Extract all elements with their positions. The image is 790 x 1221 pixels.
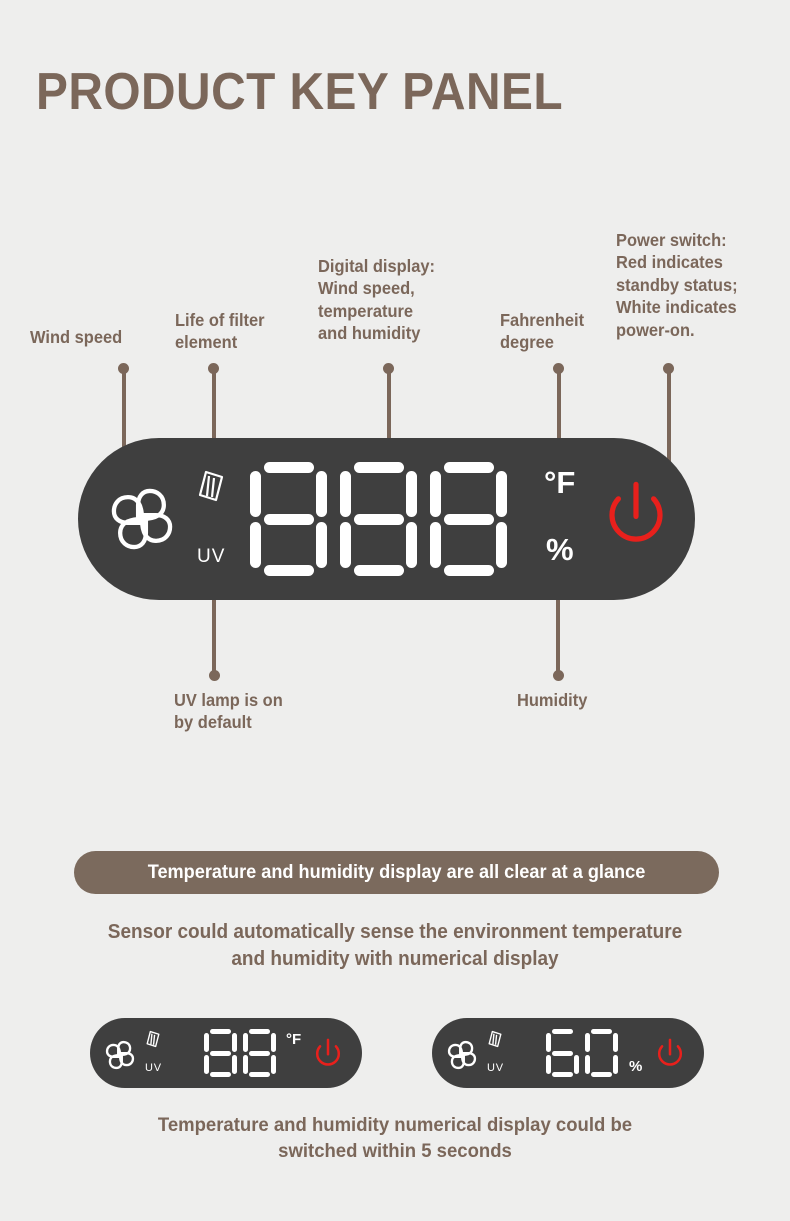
banner-text: Temperature and humidity display are all… — [147, 861, 646, 883]
callout-label-power-switch: Power switch: Red indicates standby stat… — [616, 230, 738, 340]
display-digit — [250, 462, 327, 576]
segment-bottom-right — [613, 1055, 618, 1074]
segment-top-right — [232, 1033, 237, 1052]
uv-indicator-label: UV — [197, 546, 226, 567]
callout-label-wind-speed: Wind speed — [30, 327, 123, 347]
mini-panel-humidity: UV % — [432, 1018, 704, 1088]
fan-icon[interactable] — [444, 1037, 480, 1073]
segment-middle — [210, 1051, 231, 1056]
subtitle-text: Sensor could automatically sense the env… — [107, 921, 683, 970]
filter-icon[interactable] — [196, 469, 226, 508]
page-title: PRODUCT KEY PANEL — [36, 63, 564, 121]
power-icon[interactable] — [310, 1037, 346, 1078]
display-digit — [430, 462, 507, 576]
display-digit — [340, 462, 417, 576]
segment-middle — [444, 514, 494, 525]
control-panel: UV °F — [78, 438, 695, 600]
leader-line-uv-lamp — [212, 596, 216, 674]
segment-middle — [354, 514, 404, 525]
segment-bottom-right — [232, 1055, 237, 1074]
segment-bottom-left — [250, 522, 261, 568]
segment-bottom — [249, 1072, 270, 1077]
segment-top-right — [271, 1033, 276, 1052]
segment-top-left — [585, 1033, 590, 1052]
filter-icon[interactable] — [487, 1030, 503, 1053]
segment-top — [264, 462, 314, 473]
segment-top-right — [613, 1033, 618, 1052]
segment-top-left — [204, 1033, 209, 1052]
power-icon[interactable] — [652, 1037, 688, 1078]
segment-bottom-right — [496, 522, 507, 568]
segment-top-left — [546, 1033, 551, 1052]
mini-panel-temperature: UV °F — [90, 1018, 362, 1088]
segment-top-left — [340, 471, 351, 517]
segment-top — [444, 462, 494, 473]
segment-top — [210, 1029, 231, 1034]
segment-top — [591, 1029, 612, 1034]
filter-icon[interactable] — [145, 1030, 161, 1053]
segment-bottom-right — [271, 1055, 276, 1074]
footnote-text: Temperature and humidity numerical displ… — [157, 1114, 633, 1163]
leader-dot-uv-lamp — [208, 670, 220, 681]
segment-bottom-left — [585, 1055, 590, 1074]
digital-display — [204, 1029, 276, 1077]
segment-bottom-right — [316, 522, 327, 568]
segment-top — [552, 1029, 573, 1034]
leader-dot-humidity — [552, 670, 564, 681]
segment-bottom-left — [430, 522, 441, 568]
callout-label-humidity: Humidity — [517, 690, 588, 710]
uv-indicator-label: UV — [487, 1062, 504, 1074]
callout-label-fahrenheit: Fahrenheit degree — [500, 310, 585, 353]
segment-middle — [264, 514, 314, 525]
segment-middle — [552, 1051, 573, 1056]
segment-bottom — [552, 1072, 573, 1077]
segment-top-right — [496, 471, 507, 517]
segment-top — [354, 462, 404, 473]
segment-bottom-left — [546, 1055, 551, 1074]
segment-top — [249, 1029, 270, 1034]
segment-top-right — [406, 471, 417, 517]
segment-top-left — [243, 1033, 248, 1052]
segment-bottom-left — [340, 522, 351, 568]
unit-label: °F — [286, 1031, 302, 1048]
banner: Temperature and humidity display are all… — [74, 851, 719, 894]
callout-label-digital-display: Digital display: Wind speed, temperature… — [318, 256, 436, 344]
unit-label: % — [629, 1058, 643, 1075]
display-digit — [585, 1029, 618, 1077]
leader-line-digital-display — [386, 368, 391, 465]
segment-top-left — [430, 471, 441, 517]
leader-line-wind-speed — [121, 368, 126, 480]
leader-line-power-switch — [666, 368, 671, 499]
callout-label-uv-lamp: UV lamp is on by default — [174, 690, 283, 733]
segment-bottom — [591, 1072, 612, 1077]
segment-bottom-left — [204, 1055, 209, 1074]
leader-line-fahrenheit — [556, 368, 561, 465]
segment-top-left — [250, 471, 261, 517]
leader-line-humidity — [556, 596, 560, 674]
display-digit — [546, 1029, 579, 1077]
segment-middle — [249, 1051, 270, 1056]
segment-bottom — [354, 565, 404, 576]
segment-bottom — [210, 1072, 231, 1077]
segment-bottom — [444, 565, 494, 576]
callout-label-filter-life: Life of filter element — [175, 310, 265, 353]
digital-display — [546, 1029, 618, 1077]
digital-display — [250, 462, 507, 576]
percent-unit-label: % — [546, 532, 574, 567]
uv-indicator-label: UV — [145, 1062, 162, 1074]
display-digit — [204, 1029, 237, 1077]
leader-line-filter-life — [211, 368, 216, 470]
segment-bottom — [264, 565, 314, 576]
power-icon[interactable] — [596, 478, 676, 563]
fan-icon[interactable] — [102, 1037, 138, 1073]
segment-bottom-right — [406, 522, 417, 568]
display-digit — [243, 1029, 276, 1077]
fahrenheit-unit-label: °F — [544, 465, 576, 500]
segment-bottom-left — [243, 1055, 248, 1074]
segment-top-right — [316, 471, 327, 517]
segment-bottom-right — [574, 1055, 579, 1074]
fan-icon[interactable] — [103, 480, 181, 558]
